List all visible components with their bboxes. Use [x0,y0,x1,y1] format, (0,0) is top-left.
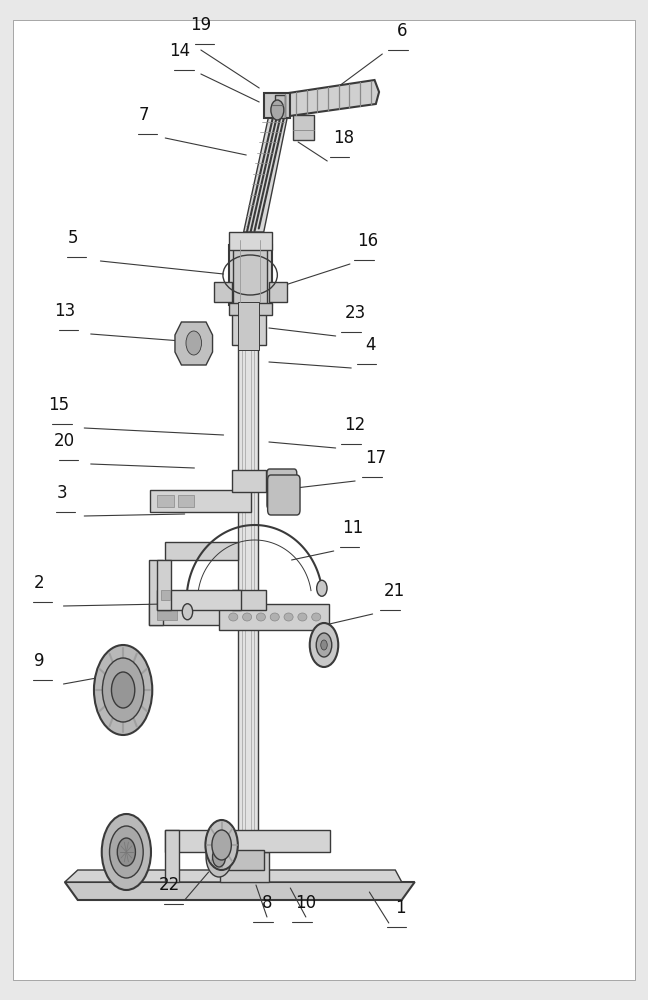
FancyBboxPatch shape [268,475,300,515]
Circle shape [94,645,152,735]
Ellipse shape [229,613,238,621]
Text: 22: 22 [159,876,180,894]
Circle shape [102,814,151,890]
Bar [150,490,251,512]
Circle shape [213,847,226,867]
Text: 15: 15 [48,396,69,414]
Bar [238,282,258,852]
Text: 6: 6 [397,22,407,40]
Text: 9: 9 [34,652,44,670]
Text: 1: 1 [395,899,406,917]
Text: 2: 2 [34,574,44,592]
Bar [232,590,266,610]
Bar [293,115,314,140]
Text: 4: 4 [365,336,376,354]
Text: 10: 10 [295,894,316,912]
Bar [165,830,330,852]
Polygon shape [175,322,213,365]
Bar [269,282,287,302]
Circle shape [321,640,327,650]
Ellipse shape [270,613,279,621]
Bar [165,830,179,882]
Text: 5: 5 [67,229,78,247]
Circle shape [205,820,238,870]
Polygon shape [65,870,402,882]
Circle shape [206,837,232,877]
Circle shape [310,623,338,667]
Bar [220,852,269,882]
Text: 18: 18 [333,129,354,147]
Circle shape [317,580,327,596]
Bar [214,282,232,302]
Ellipse shape [312,613,321,621]
Text: 12: 12 [345,416,365,434]
Bar [232,470,266,492]
Text: 7: 7 [139,106,149,124]
Bar [229,303,272,315]
Circle shape [110,826,143,878]
Circle shape [212,830,231,860]
Bar [178,495,194,507]
Circle shape [111,672,135,708]
Bar [149,560,163,625]
Bar [157,610,177,620]
Bar [219,604,329,630]
Circle shape [316,633,332,657]
Polygon shape [244,112,288,232]
Circle shape [271,100,284,120]
Bar [226,850,264,870]
Bar [149,603,249,625]
Bar [238,302,259,350]
Text: 21: 21 [384,582,404,600]
Bar [229,245,272,305]
Text: 19: 19 [191,16,211,34]
Circle shape [117,838,135,866]
Bar [275,95,285,118]
Polygon shape [65,882,415,900]
Bar [157,495,174,507]
Bar [165,542,238,560]
Circle shape [186,331,202,355]
Bar [157,560,171,610]
Text: 11: 11 [343,519,364,537]
Ellipse shape [257,613,266,621]
Bar [229,232,272,250]
Text: 23: 23 [345,304,365,322]
Ellipse shape [284,613,293,621]
Circle shape [182,604,192,620]
Bar [161,590,170,600]
Bar [157,590,241,610]
Text: 20: 20 [54,432,75,450]
Text: 17: 17 [365,449,386,467]
Text: 16: 16 [358,232,378,250]
Polygon shape [275,80,379,118]
FancyBboxPatch shape [267,469,297,509]
Circle shape [102,658,144,722]
Bar [233,240,267,310]
Bar [232,307,266,345]
Text: 3: 3 [56,484,67,502]
Text: 14: 14 [170,42,191,60]
Ellipse shape [298,613,307,621]
Bar [264,93,290,118]
Text: 13: 13 [54,302,75,320]
Ellipse shape [242,613,251,621]
Text: 8: 8 [262,894,272,912]
